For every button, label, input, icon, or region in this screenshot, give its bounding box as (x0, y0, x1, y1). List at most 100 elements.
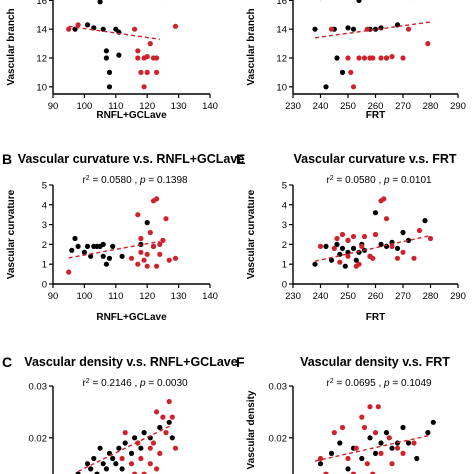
data-point-black (84, 22, 91, 28)
data-point-red (157, 450, 163, 456)
data-point-red (339, 424, 346, 431)
data-point-red (147, 41, 153, 47)
data-point-red (367, 404, 373, 410)
y-tick-label: 4 (282, 200, 287, 211)
data-point-red (132, 471, 138, 474)
data-point-black (106, 84, 113, 90)
x-tick-label: 260 (368, 101, 384, 112)
data-point-red (400, 55, 406, 61)
data-point-red (411, 255, 417, 261)
data-point-red (141, 257, 147, 263)
x-tick-label: 90 (48, 291, 59, 302)
x-tick-label: 230 (285, 101, 301, 112)
y-tick-label: 14 (36, 25, 47, 36)
data-point-red (394, 255, 401, 261)
panel-f: 0.02 0.03 Vascular density (246, 382, 436, 474)
data-point-red (128, 255, 135, 261)
data-point-red (169, 414, 175, 420)
data-point-red (348, 69, 354, 75)
data-point-black (334, 55, 340, 61)
data-point-red (331, 245, 337, 251)
x-tick-label: 100 (76, 101, 92, 112)
data-point-black (116, 52, 122, 58)
stats-label: r2 = 0.2146 , p = 0.0030 (82, 378, 188, 390)
data-point-red (147, 445, 153, 451)
data-point-red (389, 54, 395, 60)
panel-letter: C (2, 354, 12, 370)
panel-c: 0.02 0.03 (29, 382, 179, 474)
data-point-red (172, 23, 179, 29)
data-point-red (122, 430, 128, 436)
trend-line (314, 21, 431, 39)
data-point-black (323, 243, 329, 249)
y-tick-label: 12 (276, 54, 287, 65)
data-point-black (389, 445, 395, 451)
data-point-red (361, 424, 368, 431)
data-point-red (135, 440, 141, 446)
data-point-black (144, 220, 150, 226)
y-tick-label: 1 (42, 260, 47, 271)
data-point-red (147, 229, 153, 236)
data-point-red (323, 471, 329, 474)
x-tick-label: 280 (423, 291, 439, 302)
data-point-red (339, 231, 346, 238)
panel-letter: B (2, 151, 12, 167)
y-axis-label: Vascular density (246, 390, 257, 469)
data-point-black (345, 466, 351, 472)
data-point-black (138, 445, 144, 451)
data-point-red (361, 55, 368, 61)
y-tick-label: 0 (42, 280, 47, 291)
data-point-red (337, 259, 343, 265)
data-point-black (430, 419, 436, 425)
data-point-black (72, 235, 78, 242)
data-point-red (154, 196, 160, 202)
data-point-red (138, 69, 144, 75)
data-point-red (135, 55, 141, 61)
data-point-black (328, 257, 335, 263)
x-tick-label: 270 (395, 291, 411, 302)
x-tick-label: 290 (450, 101, 466, 112)
x-tick-label: 230 (285, 291, 301, 302)
y-tick-label: 16 (276, 0, 287, 7)
data-point-red (163, 430, 169, 436)
data-point-red (378, 450, 384, 456)
data-point-black (400, 424, 406, 431)
y-tick-label: 2 (282, 240, 287, 251)
data-point-red (328, 26, 335, 32)
data-point-red (135, 261, 141, 267)
y-tick-label: 16 (36, 0, 47, 7)
data-point-black (84, 461, 91, 467)
panel-title: Vascular curvature v.s. FRT (293, 152, 456, 166)
data-point-black (400, 229, 406, 236)
panel-letter: E (236, 151, 245, 167)
y-tick-label: 0.02 (29, 433, 48, 444)
data-point-red (345, 253, 351, 259)
data-point-red (172, 445, 179, 451)
data-point-red (138, 249, 144, 255)
data-point-red (141, 84, 147, 90)
data-point-black (337, 440, 343, 446)
data-point-black (414, 455, 420, 462)
data-point-black (166, 419, 172, 425)
data-point-red (383, 55, 390, 61)
stats-label: r2 = 0.0695 , p = 0.1049 (326, 378, 432, 390)
data-point-black (103, 48, 109, 54)
data-point-black (372, 450, 379, 456)
data-point-red (364, 461, 370, 467)
data-point-red (141, 471, 147, 474)
data-point-black (169, 435, 175, 441)
data-point-red (405, 26, 412, 32)
data-point-red (150, 440, 157, 446)
data-point-black (141, 430, 147, 436)
x-tick-label: 260 (368, 291, 384, 302)
data-point-red (154, 466, 160, 472)
data-point-black (100, 26, 106, 32)
y-tick-label: 0.03 (269, 382, 288, 393)
data-point-black (84, 243, 91, 249)
data-point-black (119, 466, 125, 472)
data-point-red (172, 255, 179, 261)
data-point-red (66, 269, 72, 275)
data-point-black (372, 210, 379, 216)
data-point-red (361, 233, 368, 240)
